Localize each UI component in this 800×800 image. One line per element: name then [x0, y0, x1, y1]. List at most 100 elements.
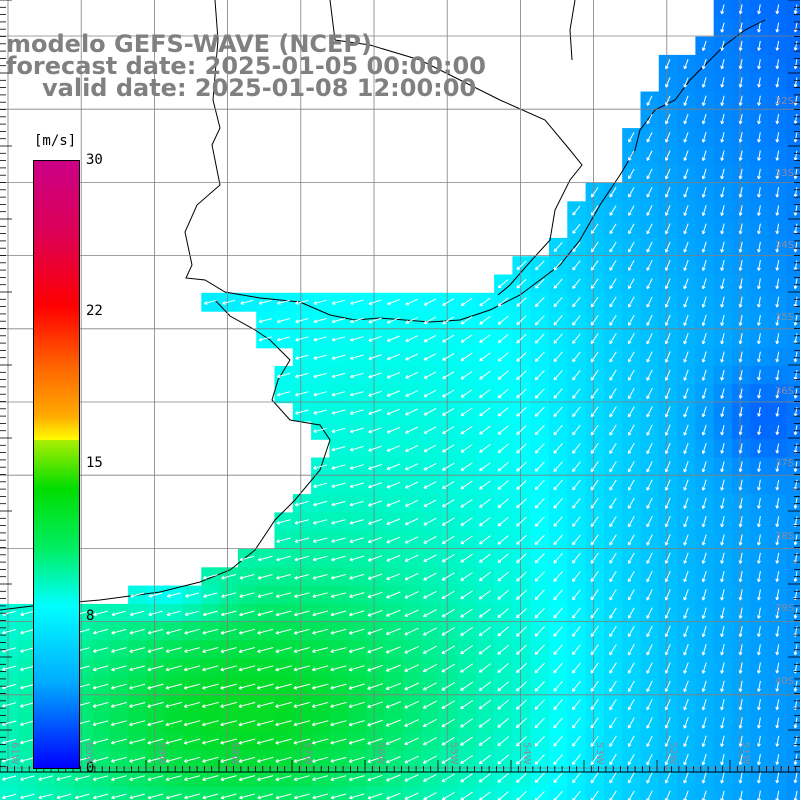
wind-arrow	[516, 406, 527, 417]
wind-arrow	[738, 680, 743, 693]
wind-arrow	[348, 756, 365, 763]
wind-arrow	[497, 717, 510, 728]
wind-arrow	[422, 737, 437, 746]
wind-arrow	[516, 333, 527, 344]
wind-cell	[164, 786, 184, 800]
wind-arrow	[497, 352, 509, 362]
wind-arrow	[534, 662, 545, 674]
wind-arrow	[312, 574, 328, 580]
wind-arrow	[775, 22, 780, 33]
wind-arrow	[738, 369, 743, 381]
wind-cell	[786, 109, 800, 129]
wind-arrow	[720, 570, 725, 583]
wind-arrow	[757, 497, 761, 509]
wind-arrow	[590, 699, 599, 711]
wind-arrow	[646, 278, 653, 290]
wind-arrow	[664, 406, 671, 418]
wind-arrow	[385, 664, 401, 672]
wind-cell	[512, 786, 532, 800]
wind-arrow	[350, 336, 364, 342]
wind-arrow	[775, 552, 780, 564]
wind-arrow	[553, 735, 563, 747]
wind-arrow	[460, 681, 474, 691]
wind-arrow	[572, 369, 581, 381]
wind-arrow	[738, 40, 743, 51]
wind-arrow	[313, 318, 327, 324]
wind-arrow	[478, 718, 492, 728]
wind-arrow	[553, 717, 563, 729]
wind-arrow	[497, 498, 509, 509]
wind-arrow	[793, 168, 798, 180]
wind-arrow	[571, 644, 581, 656]
wind-arrow	[460, 718, 473, 728]
wind-arrow	[757, 168, 761, 180]
wind-arrow	[757, 40, 761, 51]
wind-arrow	[515, 717, 528, 729]
wind-arrow	[590, 662, 599, 674]
wind-arrow	[701, 241, 707, 253]
wind-arrow	[738, 607, 743, 619]
wind-arrow	[294, 519, 310, 525]
wind-arrow	[165, 701, 183, 708]
wind-arrow	[423, 444, 437, 453]
wind-arrow	[479, 352, 491, 362]
wind-arrow	[534, 699, 545, 710]
wind-arrow	[757, 607, 761, 619]
wind-cell	[786, 128, 800, 147]
wind-arrow	[183, 738, 201, 745]
wind-arrow	[331, 519, 346, 525]
wind-arrow	[757, 407, 761, 417]
wind-arrow	[330, 701, 347, 708]
lat-label: 36S	[774, 386, 794, 397]
wind-arrow	[183, 720, 201, 727]
wind-arrow	[404, 737, 419, 746]
wind-arrow	[184, 610, 200, 617]
wind-arrow	[386, 518, 401, 526]
wind-arrow	[590, 443, 599, 454]
wind-arrow	[238, 628, 255, 635]
wind-arrow	[664, 698, 671, 711]
wind-arrow	[516, 608, 527, 619]
wind-arrow	[738, 534, 743, 546]
wind-arrow	[572, 260, 581, 271]
wind-arrow	[590, 625, 599, 637]
wind-arrow	[757, 589, 761, 601]
wind-arrow	[497, 333, 509, 344]
wind-cell	[786, 549, 800, 568]
wind-arrow	[311, 665, 329, 672]
wind-arrow	[720, 698, 725, 711]
wind-arrow	[312, 775, 329, 782]
wind-arrow	[683, 497, 689, 509]
wind-cell	[384, 786, 404, 800]
wind-arrow	[497, 772, 509, 783]
wind-arrow	[664, 589, 671, 601]
wind-arrow	[257, 555, 273, 562]
wind-arrow	[497, 736, 510, 747]
wind-arrow	[516, 443, 527, 454]
wind-arrow	[348, 683, 365, 690]
wind-arrow	[129, 738, 146, 745]
wind-arrow	[628, 168, 635, 180]
wind-arrow	[720, 406, 725, 418]
wind-arrow	[683, 662, 689, 674]
wind-arrow	[720, 479, 725, 491]
wind-arrow	[553, 479, 563, 491]
wind-arrow	[238, 756, 256, 763]
wind-arrow	[646, 442, 653, 455]
wind-arrow	[738, 241, 743, 253]
wind-arrow	[720, 59, 725, 70]
wind-arrow	[590, 406, 599, 418]
wind-arrow	[738, 4, 743, 15]
wind-arrow	[627, 607, 635, 619]
wind-arrow	[423, 408, 437, 416]
wind-arrow	[757, 425, 761, 436]
wind-arrow	[368, 427, 382, 434]
wind-arrow	[664, 717, 671, 729]
model-title: modelo GEFS-WAVE (NCEP)	[6, 30, 372, 58]
wind-arrow	[497, 663, 510, 673]
wind-arrow	[423, 590, 437, 599]
wind-arrow	[74, 775, 90, 781]
wind-arrow	[720, 132, 725, 143]
wind-arrow	[609, 296, 617, 308]
wind-arrow	[129, 610, 145, 617]
